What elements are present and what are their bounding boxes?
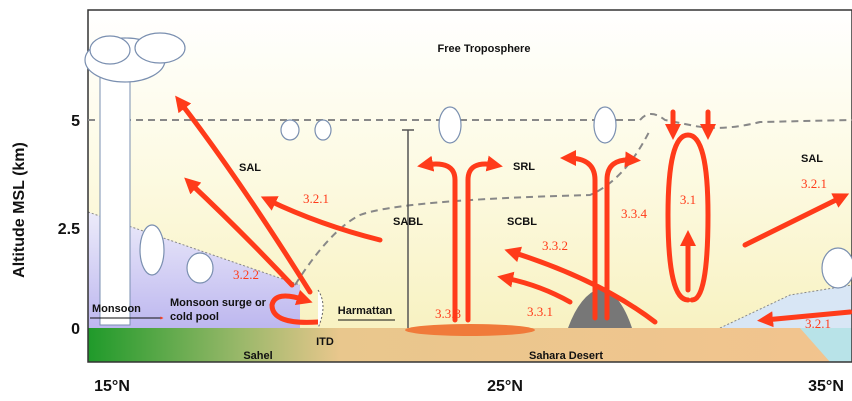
process-label: 3.2.1 [801,176,827,191]
process-label: 3.2.1 [303,191,329,206]
y-tick-label: 5 [71,113,80,130]
y-tick-label: 0 [71,321,80,338]
frame [87,9,852,363]
x-tick-label: 15°N [94,378,130,395]
region-label: Harmattan [338,305,393,317]
region-label: cold pool [170,311,219,323]
y-tick-label: 2.5 [58,221,80,238]
region-label: Monsoon [92,303,141,315]
cloud [821,247,852,289]
cloud [280,119,332,141]
sal-top [88,113,852,129]
region-label: SAL [239,162,261,174]
region-label: Sahara Desert [529,350,603,362]
process-label: 3.1 [680,192,696,207]
process-label: 3.3.4 [621,206,648,221]
process-label: 3.3.1 [527,304,553,319]
cloud [139,224,214,284]
scbl-top [294,129,651,286]
cloud [438,106,617,144]
region-label: SCBL [507,216,537,228]
process-label: 3.2.1 [805,316,831,331]
region-label: ITD [316,336,334,348]
convective-tower [84,32,186,326]
process-label: 3.3.3 [435,306,461,321]
region-label: Free Troposphere [438,43,531,55]
region-label: SAL [801,153,823,165]
marine-top [719,284,852,329]
circulation-arrows [90,95,852,328]
heat-low [405,324,535,336]
region-label: SRL [513,161,535,173]
sea [800,328,852,362]
region-label: Sahel [243,350,272,362]
region-label: SABL [393,216,423,228]
x-tick-label: 35°N [808,378,844,395]
y-axis-title: Altitude MSL (km) [11,142,28,278]
region-label: Monsoon surge or [170,297,267,309]
process-label: 3.2.2 [233,267,259,282]
x-tick-label: 25°N [487,378,523,395]
itd-front [317,289,324,329]
process-label: 3.3.2 [542,238,568,253]
